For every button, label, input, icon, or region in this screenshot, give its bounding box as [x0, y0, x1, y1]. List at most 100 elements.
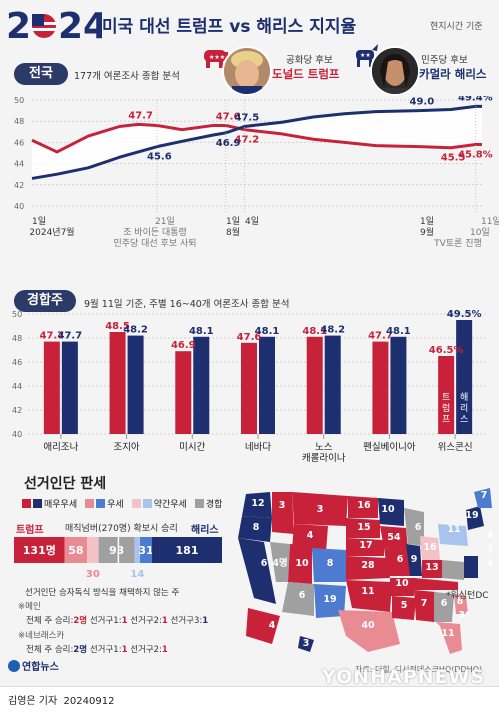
map-state-number: 16 [357, 500, 371, 511]
electoral-segment [140, 537, 153, 563]
legend-tossup: 경합 [194, 497, 222, 510]
state-name-label: 미시간 [179, 442, 205, 453]
svg-text:★★: ★★ [360, 52, 371, 59]
national-desc: 177개 여론조사 종합 분석 [74, 71, 180, 82]
nebraska-line: 전체 주 승리:2명 선거구1:1 선거구2:1 [26, 645, 168, 655]
x-axis-label: TV토론 진행 [433, 237, 482, 249]
state-name-label: 펜실베이니아 [363, 442, 416, 453]
harris-bar [127, 335, 144, 434]
agency-logo: 연합뉴스 [8, 658, 59, 673]
map-state-number: 6 [415, 522, 422, 533]
harris-bar [324, 335, 341, 434]
x-axis-label: 11일 [481, 216, 499, 227]
trump-bar [438, 356, 455, 434]
nebraska-label: ※네브래스카 [18, 631, 65, 641]
electoral-segment [152, 537, 222, 563]
x-axis-label: 1일 [226, 216, 240, 227]
y-tick-label: 46 [14, 138, 24, 147]
harris-bar-label: 48.1 [189, 326, 214, 337]
electoral-segment [87, 537, 99, 563]
source-text: 자료: 더힐, 디시전데스크HQ(DDHQ) [355, 665, 483, 674]
trump-value-label: 45.5 [441, 153, 466, 164]
swing-bar-chart: 50484644424047.747.748.548.246.948.147.6… [12, 310, 488, 464]
maine-label: ※메인 [18, 602, 41, 612]
trump-bar-label: 47.7 [368, 331, 393, 342]
map-state-number: 6 [441, 598, 448, 609]
electoral-segment-label: 31 [138, 544, 153, 557]
harris-vertical-label: 해 [460, 392, 468, 403]
harris-bar [193, 336, 210, 434]
map-state-number: 15 [357, 522, 370, 533]
legend-strong: 우세 [85, 497, 124, 510]
x-axis-label: 10일 [470, 227, 490, 238]
trump-bar-label: 46.5% [429, 345, 464, 356]
y-tick-label: 50 [14, 96, 24, 105]
trump-bar [306, 336, 323, 434]
watermark: YONHAPNEWS [322, 666, 486, 688]
harris-value-label: 47.5 [235, 113, 260, 124]
y-tick-label: 48 [14, 117, 24, 126]
map-state-number: 5 [401, 600, 408, 611]
state-name-label: 조지아 [113, 442, 139, 453]
trump-value-label: 47.2 [235, 135, 260, 146]
state-name-label: 네바다 [245, 442, 271, 453]
electoral-legend: 매우우세 우세 약간우세 경합 [22, 497, 222, 510]
trump-vertical-label: 럼 [442, 402, 450, 414]
map-state-number: 40 [361, 620, 375, 631]
x-axis-label: 8월 [226, 226, 240, 238]
y-tick-label: 42 [12, 406, 22, 415]
electoral-bar: 131명 58 30 93 14 31 181 [14, 533, 222, 580]
footer-bar [0, 686, 499, 712]
map-state-number: 13 [425, 562, 438, 573]
harris-bar [456, 320, 473, 434]
harris-value-label: 46.9 [216, 138, 241, 149]
map-state-number: 11 [447, 524, 460, 535]
svg-text:24: 24 [58, 6, 102, 44]
trump-line [31, 122, 482, 154]
national-label: 전국 [14, 63, 68, 85]
state-name-label: 캐롤라이나 [302, 453, 346, 464]
trump-bar [372, 341, 389, 434]
trump-bar [43, 341, 60, 434]
x-axis-label: 민주당 대선 후보 사퇴 [113, 238, 196, 249]
trump-bar-label: 46.9 [171, 340, 196, 351]
map-state-number: 6 [397, 554, 404, 565]
harris-bar-label: 48.1 [255, 326, 280, 337]
harris-bar-label: 47.7 [58, 331, 83, 342]
harris-bar [61, 341, 78, 434]
harris-avatar [370, 46, 420, 96]
electoral-segment-label: 131명 [23, 543, 56, 557]
map-state-number: 7 [421, 598, 428, 609]
map-state-number: 3 [317, 504, 324, 515]
electoral-title: 선거인단 판세 [24, 476, 107, 492]
yonhap-logo-icon [8, 659, 20, 672]
map-state-number: 10 [395, 578, 409, 589]
map-state-number: 3 [279, 500, 286, 511]
maine-line: 전체 주 승리:2명 선거구1:1 선거구2:1 선거구3:1 [26, 616, 209, 626]
harris-vertical-label: 스 [460, 414, 468, 425]
electoral-segment-label: 58 [68, 544, 83, 557]
page-title: 미국 대선 트럼프 vs 해리스 지지율 [102, 17, 357, 37]
x-axis-label: 21일 [155, 216, 175, 227]
trump-bar-label: 47.6 [237, 332, 262, 343]
y-tick-label: 44 [12, 382, 22, 391]
trump-value-label: 47.7 [128, 110, 153, 121]
map-state-number: 12 [251, 498, 264, 509]
harris-bar-label: 48.2 [123, 325, 148, 336]
y-tick-label: 40 [14, 202, 24, 211]
map-state-number: 19 [323, 594, 336, 605]
national-line-chart: 50 48 46 44 42 40 47.7 47.6 47.2 45.545.8% 45.6 46.… [14, 96, 499, 249]
y-tick-label: 50 [12, 310, 22, 319]
map-state-number: 17 [359, 540, 372, 551]
map-state-number: 54 [387, 532, 401, 543]
electoral-segment-label: 181 [176, 544, 199, 557]
map-state-number: 11 [361, 586, 374, 597]
map-state-number: 10 [295, 558, 309, 569]
electoral-segment [64, 537, 88, 563]
map-state-number: 19 [465, 510, 478, 521]
electoral-harris-label: 해리스 [191, 525, 219, 536]
trump-vertical-label: 트 [442, 393, 450, 403]
map-state-number: 6 [299, 590, 306, 601]
